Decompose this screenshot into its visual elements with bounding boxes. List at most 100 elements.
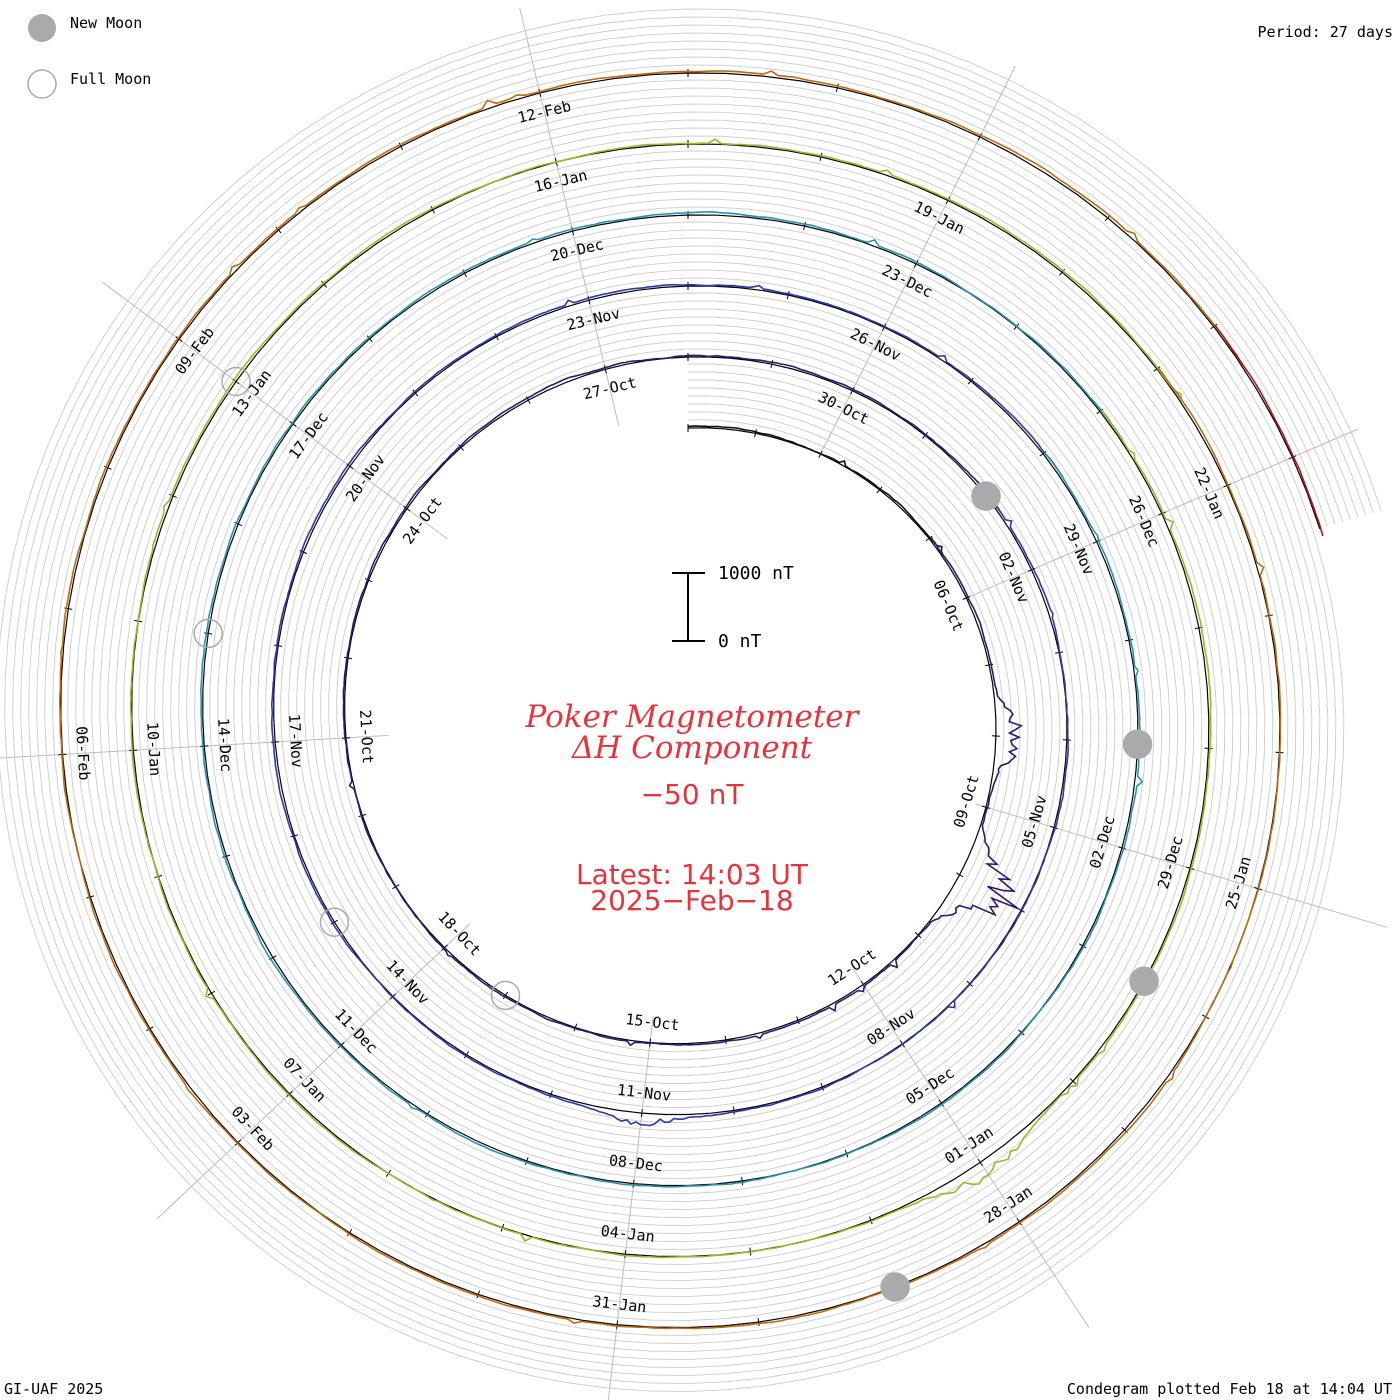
day-tick	[476, 1290, 481, 1299]
day-tick	[412, 389, 419, 397]
date-label: 09-Feb	[171, 324, 218, 378]
day-tick	[321, 280, 328, 288]
new-moon-marker	[971, 481, 1001, 511]
day-tick	[398, 142, 404, 151]
day-tick	[962, 595, 971, 600]
date-label: 20-Nov	[342, 451, 389, 505]
day-tick	[346, 1229, 353, 1237]
radial-spoke	[607, 1015, 654, 1400]
new-moon-icon	[28, 14, 56, 42]
credit-label: GI-UAF 2025	[4, 1380, 103, 1398]
full-moon-marker	[490, 980, 521, 1011]
day-tick	[234, 1139, 242, 1146]
day-tick	[796, 1016, 800, 1025]
day-tick	[603, 365, 607, 374]
day-tick	[502, 991, 509, 1000]
day-tick	[1016, 1218, 1022, 1226]
day-tick	[204, 632, 213, 635]
date-label: 02-Dec	[1086, 814, 1119, 871]
date-label: 10-Jan	[143, 722, 164, 777]
date-label: 11-Nov	[616, 1081, 672, 1105]
new-moon-marker	[880, 1272, 910, 1302]
day-tick	[366, 335, 373, 343]
grid-spiral	[0, 8, 1382, 1393]
radial-spoke	[0, 734, 389, 759]
day-tick	[573, 1023, 578, 1032]
day-tick	[286, 1090, 293, 1097]
day-tick	[991, 735, 1000, 737]
day-tick	[344, 656, 353, 660]
day-tick	[820, 1082, 825, 1091]
rotation-trace	[58, 70, 1282, 1330]
date-label: 16-Jan	[532, 166, 589, 196]
full-moon-label: Full Moon	[70, 70, 151, 88]
day-tick	[922, 432, 929, 439]
period-label: Period: 27 days	[1258, 23, 1393, 41]
rotation-trace	[687, 425, 944, 555]
grid-spiral	[52, 64, 1328, 1337]
date-label: 23-Nov	[565, 304, 622, 334]
radial-spoke	[519, 7, 620, 427]
day-tick	[146, 1026, 154, 1032]
date-label: 04-Jan	[600, 1222, 656, 1246]
grid-spiral	[44, 56, 1336, 1345]
day-tick	[754, 429, 757, 438]
grid-spiral	[36, 48, 1344, 1353]
day-tick	[274, 644, 283, 647]
latest-date: 2025−Feb−18	[590, 884, 793, 917]
date-label: 12-Feb	[516, 97, 573, 127]
day-tick	[741, 1177, 744, 1186]
scale-bar: 1000 nT 0 nT	[672, 563, 794, 652]
grid-spiral	[4, 16, 1374, 1385]
day-tick	[289, 421, 297, 427]
day-tick	[364, 578, 373, 583]
day-tick	[981, 805, 990, 809]
day-tick	[1223, 483, 1231, 488]
date-label: 05-Nov	[1018, 793, 1051, 850]
scale-bottom-label: 0 nT	[718, 631, 762, 652]
data-traces	[58, 70, 1324, 1330]
date-label: 14-Dec	[214, 717, 235, 772]
day-tick	[1288, 455, 1297, 460]
new-moon-label: New Moon	[70, 14, 142, 32]
day-tick	[1039, 450, 1047, 457]
day-tick	[200, 745, 209, 747]
day-tick	[786, 291, 790, 300]
day-tick	[624, 1250, 627, 1259]
day-tick	[1018, 1029, 1025, 1036]
day-tick	[222, 854, 231, 858]
day-tick	[1124, 639, 1133, 642]
day-tick	[290, 834, 299, 838]
rotation-trace	[270, 283, 1070, 1127]
day-tick	[938, 1099, 944, 1107]
day-tick	[207, 990, 216, 996]
date-label: 06-Feb	[72, 726, 93, 781]
day-tick	[341, 737, 351, 739]
day-tick	[1050, 825, 1058, 830]
day-tick	[524, 1157, 529, 1165]
day-tick	[275, 226, 282, 234]
day-tick	[640, 1109, 643, 1118]
day-tick	[632, 1179, 635, 1188]
grid-spiral	[28, 40, 1351, 1361]
date-label: 31-Jan	[591, 1292, 647, 1316]
date-label: 08-Dec	[608, 1151, 664, 1175]
day-tick	[945, 196, 951, 205]
date-label: 09-Oct	[950, 773, 983, 830]
day-tick	[430, 205, 435, 214]
date-label: 12-Oct	[824, 945, 879, 990]
date-label: 27-Oct	[581, 373, 638, 403]
grid-spiral	[12, 24, 1367, 1377]
day-tick	[876, 486, 883, 494]
radial-spoke	[822, 65, 1016, 451]
rotation-trace	[342, 354, 1024, 1047]
rotation-trace	[1214, 325, 1324, 537]
date-label: 20-Dec	[549, 235, 606, 265]
day-tick	[881, 323, 887, 332]
full-moon-marker	[319, 907, 350, 937]
day-tick	[757, 1318, 760, 1327]
new-moon-marker	[1129, 966, 1159, 997]
day-tick	[169, 493, 177, 498]
day-tick	[337, 1042, 345, 1049]
